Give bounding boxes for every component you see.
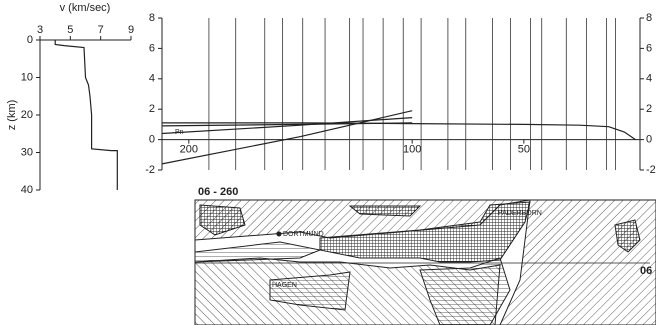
y-tick-label: 0: [149, 134, 155, 146]
x-tick-label: 50: [518, 144, 530, 156]
profile-label: 06 - 260: [198, 186, 238, 198]
series-line: [55, 40, 117, 190]
y-tick-label: 8: [646, 12, 652, 24]
y-tick-label: 0: [27, 34, 33, 46]
y-tick-label: 2: [149, 103, 155, 115]
y-tick-label: 40: [21, 184, 33, 196]
x-tick-label: 9: [128, 24, 134, 36]
city-label: PADERBORN: [498, 210, 542, 217]
y-tick-label: 30: [21, 146, 33, 158]
x-tick-label: 100: [403, 144, 421, 156]
y-tick-label: 6: [646, 42, 652, 54]
x-tick-label: 200: [180, 144, 198, 156]
city-label: HAGEN: [272, 282, 297, 289]
map-unit: [350, 206, 420, 216]
y-tick-label: 6: [149, 42, 155, 54]
y-tick-label: 10: [21, 71, 33, 83]
x-tick-label: 3: [37, 24, 43, 36]
series-line: [162, 111, 412, 164]
y-tick-label: 4: [646, 73, 652, 85]
y-tick-label: 2: [646, 103, 652, 115]
profile-end-label: 06: [640, 265, 652, 277]
y-tick-label: -2: [646, 164, 656, 176]
y-tick-label: 0: [646, 134, 652, 146]
y-axis-label: z (km): [6, 100, 18, 131]
city-label: DORTMUND: [283, 231, 324, 238]
y-tick-label: 4: [149, 73, 155, 85]
city-marker: [277, 232, 281, 236]
x-axis-label: v (km/sec): [60, 2, 111, 14]
x-tick-label: 7: [98, 24, 104, 36]
x-tick-label: 5: [67, 24, 73, 36]
geologic-map: [195, 200, 656, 325]
figure: 06 - 260 DORTMUND PADERBORN HAGEN 06 v (…: [0, 0, 656, 325]
y-tick-label: -2: [145, 164, 155, 176]
y-tick-label: 20: [21, 109, 33, 121]
y-tick-label: 8: [149, 12, 155, 24]
